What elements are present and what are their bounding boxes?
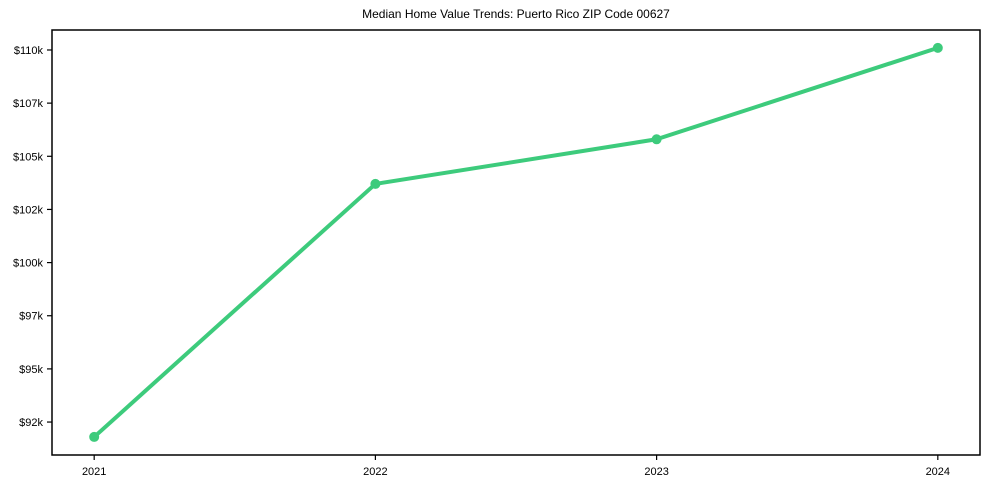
y-tick-label: $97k bbox=[19, 311, 43, 323]
y-tick-label: $102k bbox=[13, 204, 43, 216]
data-point-2023 bbox=[651, 134, 662, 145]
y-tick-label: $100k bbox=[13, 258, 43, 270]
data-point-2022 bbox=[370, 178, 381, 189]
plot-frame bbox=[51, 29, 981, 456]
trend-line bbox=[92, 45, 940, 439]
data-point-2021 bbox=[89, 431, 100, 442]
x-tick-label: 2024 bbox=[926, 466, 950, 478]
x-tick-label: 2022 bbox=[363, 466, 387, 478]
x-tick-label: 2023 bbox=[644, 466, 668, 478]
y-tick-label: $95k bbox=[19, 364, 43, 376]
y-tick-label: $107k bbox=[13, 98, 43, 110]
x-tick-label: 2021 bbox=[82, 466, 106, 478]
data-point-2024 bbox=[932, 42, 943, 53]
y-tick-label: $105k bbox=[13, 151, 43, 163]
y-tick-label: $110k bbox=[14, 45, 44, 57]
y-tick-label: $92k bbox=[19, 417, 43, 429]
chart-title: Median Home Value Trends: Puerto Rico ZI… bbox=[362, 7, 670, 21]
